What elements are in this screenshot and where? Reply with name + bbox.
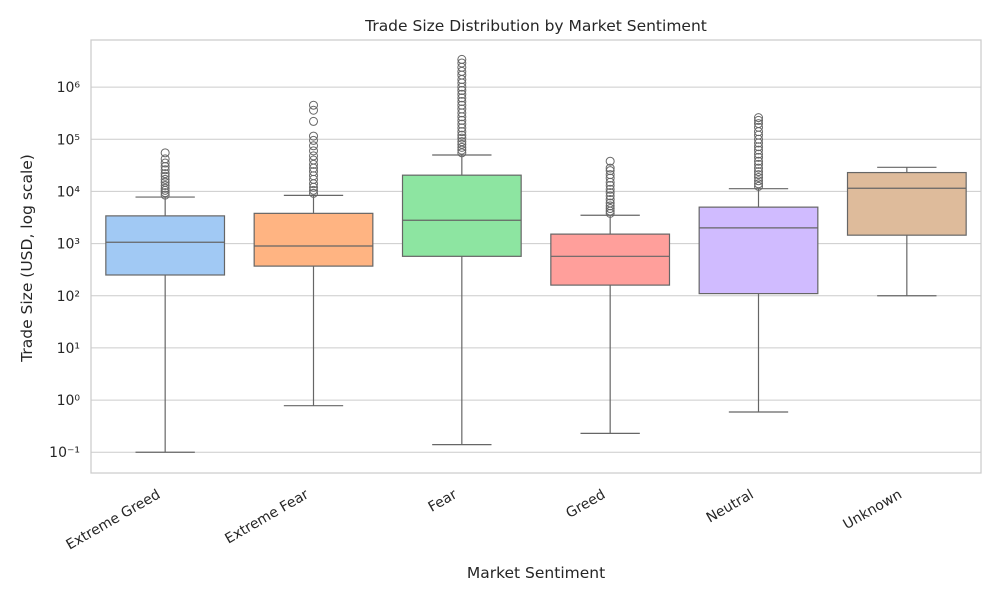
outlier-point	[754, 119, 763, 129]
outlier-point	[457, 58, 467, 68]
outlier-point	[754, 167, 763, 177]
outlier-point	[160, 183, 170, 193]
outlier-point	[160, 165, 170, 175]
iqr-box	[401, 174, 522, 257]
outlier-point	[457, 54, 467, 64]
outlier-point	[309, 155, 318, 165]
outlier-point	[160, 190, 170, 200]
outlier-point	[309, 188, 318, 198]
outlier-point	[457, 142, 467, 152]
box-group	[698, 113, 819, 413]
outlier-point	[309, 116, 318, 126]
outlier-point	[754, 113, 763, 123]
y-tick-label: 10⁵	[57, 132, 80, 148]
outlier-point	[160, 171, 170, 181]
outlier-point	[309, 146, 318, 156]
y-tick-label: 10⁰	[57, 393, 81, 409]
outlier-point	[309, 141, 318, 151]
outlier-point	[457, 139, 467, 149]
chart-title: Trade Size Distribution by Market Sentim…	[364, 17, 707, 35]
y-axis-label: Trade Size (USD, log scale)	[18, 154, 36, 363]
outlier-point	[754, 172, 763, 182]
outlier-point	[309, 167, 318, 177]
outlier-point	[754, 179, 763, 189]
outlier-point	[160, 188, 170, 198]
iqr-box	[846, 171, 967, 236]
outlier-point	[160, 180, 170, 190]
outlier-point	[754, 170, 763, 180]
iqr-box	[550, 233, 671, 286]
outlier-point	[754, 156, 763, 166]
outlier-point	[605, 180, 615, 190]
outlier-point	[605, 163, 615, 173]
outlier-point	[457, 119, 467, 129]
y-tick-labels: 10⁻¹ 10⁰ 10¹ 10² 10³ 10⁴ 10⁵ 10⁶	[49, 80, 80, 461]
y-tick-label: 10⁴	[57, 184, 81, 200]
outlier-point	[457, 100, 467, 110]
outlier-point	[754, 176, 763, 186]
outlier-point	[309, 185, 318, 195]
outlier-point	[457, 89, 467, 99]
outlier-point	[457, 96, 467, 106]
outlier-point	[605, 184, 615, 194]
outlier-point	[160, 174, 170, 184]
outlier-point	[605, 166, 615, 176]
y-tick-label: 10⁻¹	[49, 445, 80, 461]
y-tick-label: 10³	[57, 237, 80, 253]
outlier-point	[605, 173, 615, 183]
iqr-box	[698, 206, 819, 295]
outlier-point	[605, 204, 615, 214]
outlier-point	[754, 142, 763, 152]
outlier-point	[754, 163, 763, 173]
outlier-point	[160, 158, 170, 168]
outlier-point	[160, 154, 170, 164]
outlier-point	[309, 100, 318, 110]
outlier-point	[309, 135, 318, 145]
outlier-point	[457, 130, 467, 140]
outlier-point	[754, 115, 763, 125]
outlier-point	[754, 145, 763, 155]
outlier-point	[754, 159, 763, 169]
y-tick-label: 10²	[57, 289, 80, 305]
outlier-point	[754, 152, 763, 162]
outlier-point	[309, 151, 318, 161]
outlier-point	[309, 105, 318, 115]
outlier-point	[754, 181, 763, 191]
plot-frame	[90, 39, 982, 474]
outlier-point	[605, 195, 615, 205]
outlier-point	[457, 115, 467, 125]
grid-lines	[91, 86, 981, 453]
box-series	[105, 54, 967, 453]
box-group	[253, 100, 374, 407]
box-group	[401, 54, 522, 446]
box-group	[550, 156, 671, 434]
outlier-point	[160, 177, 170, 187]
box-group	[105, 148, 226, 453]
outlier-point	[754, 122, 763, 132]
outlier-point	[605, 198, 615, 208]
outlier-point	[160, 169, 170, 179]
x-axis-label: Market Sentiment	[467, 564, 605, 582]
outlier-point	[605, 170, 615, 180]
outlier-point	[605, 191, 615, 201]
outlier-point	[457, 133, 467, 143]
outlier-point	[605, 201, 615, 211]
iqr-box	[105, 215, 226, 276]
outlier-point	[160, 148, 170, 158]
y-tick-label: 10¹	[57, 341, 80, 357]
iqr-box	[253, 212, 374, 267]
outlier-point	[309, 131, 318, 141]
outlier-point	[754, 149, 763, 159]
y-tick-label: 10⁶	[57, 80, 81, 96]
outlier-point	[605, 156, 615, 166]
box-group	[846, 166, 967, 297]
outlier-point	[605, 188, 615, 198]
outlier-point	[457, 93, 467, 103]
outlier-point	[457, 137, 467, 147]
